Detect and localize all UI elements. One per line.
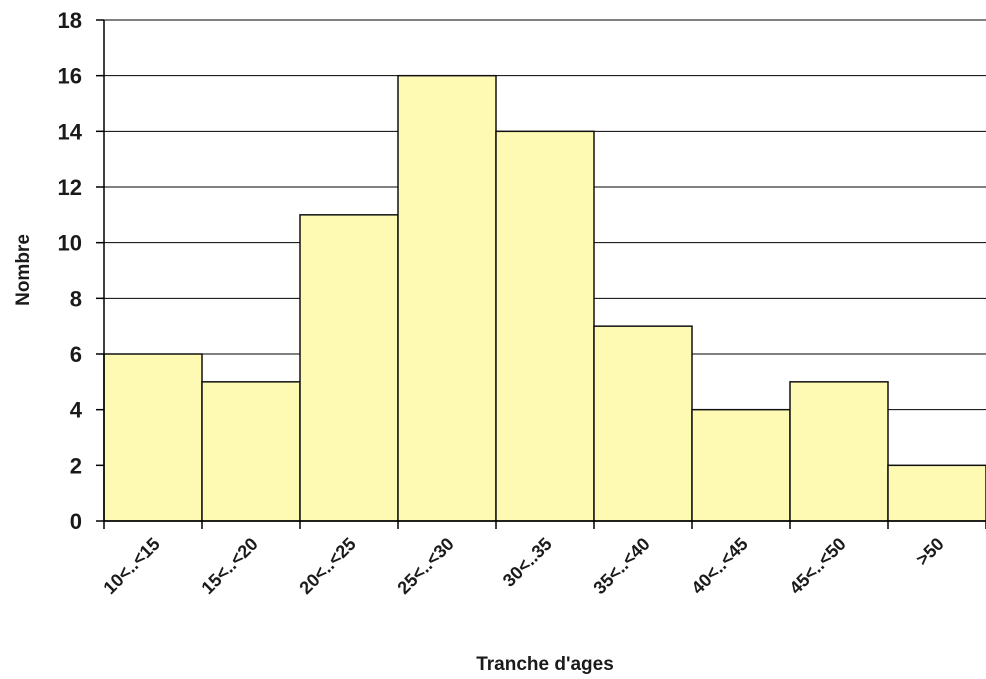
y-tick-label: 14 xyxy=(58,119,83,144)
bar xyxy=(397,74,497,522)
x-tick-label: 30<..35 xyxy=(499,534,556,591)
bar xyxy=(103,353,203,522)
x-tick-label: 25<..<30 xyxy=(393,534,457,598)
y-tick-label: 8 xyxy=(70,286,82,311)
y-tick-label: 16 xyxy=(58,64,82,89)
x-tick-label: 45<..<50 xyxy=(785,534,849,598)
x-tick-label: >50 xyxy=(912,534,948,570)
bars xyxy=(103,74,986,522)
y-tick-label: 0 xyxy=(70,509,82,534)
bar xyxy=(299,214,399,522)
bar xyxy=(887,464,986,522)
bar xyxy=(691,408,791,522)
x-tick-label: 20<..<25 xyxy=(295,534,359,598)
y-tick-label: 10 xyxy=(58,231,82,256)
x-tick-label: 40<..<45 xyxy=(687,534,751,598)
y-tick-label: 2 xyxy=(70,453,82,478)
y-tick-label: 12 xyxy=(58,175,82,200)
bar xyxy=(201,381,301,522)
y-axis-title: Nombre xyxy=(13,234,34,306)
y-tick-label: 4 xyxy=(70,398,83,423)
x-axis-ticks: 10<..<15 15<..<20 20<..<25 25<..<30 30<..35 3… xyxy=(99,521,986,598)
y-tick-label: 6 xyxy=(70,342,82,367)
y-axis-ticks: 0 2 4 6 8 10 12 14 16 18 xyxy=(58,8,104,534)
x-tick-label: 10<..<15 xyxy=(99,534,163,598)
bar xyxy=(789,381,889,522)
x-axis-title: Tranche d'ages xyxy=(476,654,614,675)
axes xyxy=(103,20,986,522)
x-tick-label: 35<..<40 xyxy=(589,534,653,598)
bar xyxy=(593,325,693,522)
bar xyxy=(495,130,595,522)
y-tick-label: 18 xyxy=(58,8,82,33)
x-tick-label: 15<..<20 xyxy=(197,534,261,598)
